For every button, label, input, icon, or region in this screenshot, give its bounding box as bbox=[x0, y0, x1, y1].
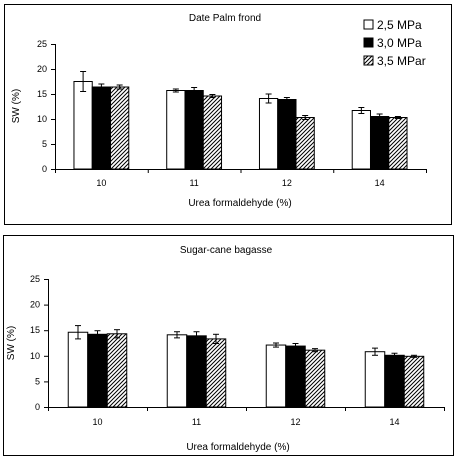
chart-sugar-cane-bagasse-svg: Sugar-cane bagasse 0 5 10 15 20 25 SW (%) 10 11 12… bbox=[3, 235, 454, 456]
y-tick-label: 25 bbox=[37, 39, 47, 49]
bar bbox=[110, 86, 130, 170]
x-tick-label: 12 bbox=[282, 178, 292, 188]
bar bbox=[403, 355, 425, 408]
y-tick-label: 0 bbox=[35, 402, 40, 412]
y-tick-label: 25 bbox=[30, 274, 40, 284]
bar bbox=[364, 351, 386, 408]
x-tick-label: 11 bbox=[192, 417, 201, 427]
chart-title: Sugar-cane bagasse bbox=[180, 245, 273, 256]
legend-label: 2,5 MPa bbox=[377, 18, 422, 32]
y-tick-label: 5 bbox=[35, 376, 40, 386]
y-tick-label: 10 bbox=[30, 351, 40, 361]
legend-label: 3,5 MPar bbox=[377, 54, 426, 68]
bar bbox=[265, 344, 287, 408]
bar bbox=[91, 86, 112, 170]
legend-label: 3,0 MPa bbox=[377, 36, 422, 50]
bar bbox=[351, 110, 371, 170]
bar bbox=[369, 116, 390, 170]
chart-frame bbox=[4, 4, 452, 225]
bar bbox=[166, 334, 188, 408]
chart-frame bbox=[3, 235, 454, 456]
bar bbox=[388, 117, 408, 170]
bar bbox=[304, 349, 326, 408]
bar bbox=[87, 333, 108, 408]
legend-swatch bbox=[363, 19, 374, 30]
x-tick-label: 10 bbox=[96, 178, 106, 188]
x-tick-label: 14 bbox=[389, 417, 399, 427]
bar bbox=[186, 335, 207, 408]
bar bbox=[277, 99, 297, 170]
y-tick-label: 10 bbox=[37, 114, 47, 124]
bar bbox=[384, 354, 405, 408]
x-axis-title: Urea formaldehyde (%) bbox=[188, 198, 291, 209]
y-axis-title: SW (%) bbox=[11, 89, 22, 123]
bar bbox=[202, 95, 223, 170]
legend-swatch bbox=[363, 55, 374, 66]
chart-date-palm-frond: Date Palm frond 0 5 10 15 20 25 SW (%) 10 11 12 14 U… bbox=[4, 4, 452, 225]
bar bbox=[258, 98, 279, 170]
bar bbox=[285, 345, 306, 408]
y-tick-label: 15 bbox=[30, 325, 40, 335]
x-axis-title: Urea formaldehyde (%) bbox=[186, 442, 289, 453]
y-tick-label: 5 bbox=[42, 139, 47, 149]
y-tick-label: 0 bbox=[42, 164, 47, 174]
x-tick-label: 10 bbox=[92, 417, 102, 427]
chart-title: Date Palm frond bbox=[189, 13, 261, 24]
chart-date-palm-frond-svg: Date Palm frond 0 5 10 15 20 25 SW (%) 10 11 12 14 U… bbox=[4, 4, 452, 225]
bar bbox=[67, 331, 89, 408]
bar bbox=[73, 81, 93, 170]
bar bbox=[184, 90, 204, 170]
bar bbox=[106, 333, 128, 408]
x-tick-label: 14 bbox=[375, 178, 385, 188]
x-tick-label: 11 bbox=[189, 178, 198, 188]
y-tick-label: 20 bbox=[37, 64, 47, 74]
y-tick-label: 20 bbox=[30, 300, 40, 310]
chart-sugar-cane-bagasse: Sugar-cane bagasse 0 5 10 15 20 25 SW (%) 10 11 12… bbox=[0, 232, 459, 460]
y-axis-title: SW (%) bbox=[6, 326, 17, 360]
x-tick-label: 12 bbox=[290, 417, 300, 427]
legend-swatch bbox=[363, 37, 374, 48]
bar bbox=[166, 90, 186, 170]
y-tick-label: 15 bbox=[37, 89, 47, 99]
bar bbox=[205, 338, 227, 408]
bar bbox=[295, 117, 315, 170]
